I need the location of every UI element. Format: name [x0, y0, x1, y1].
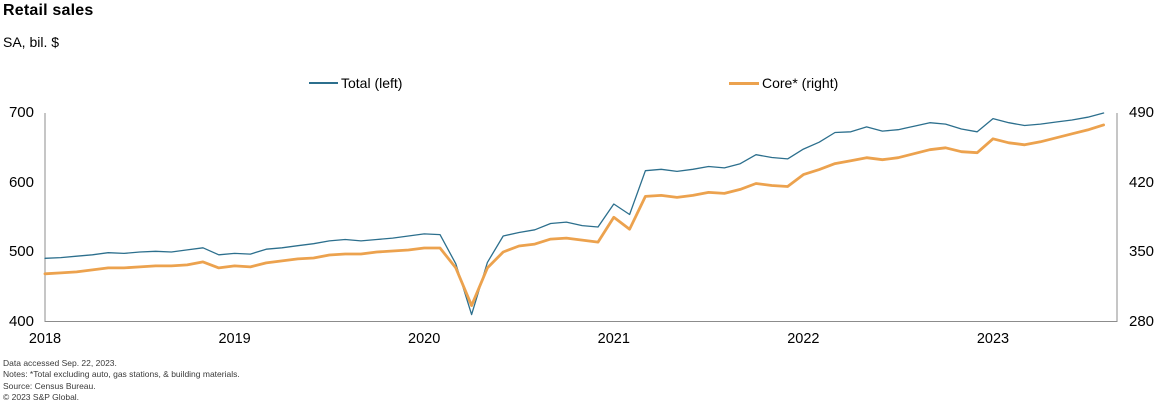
series-line-core: [43, 123, 1105, 308]
footnote-copyright: © 2023 S&P Global.: [3, 392, 80, 403]
total-line-swatch-icon: [309, 82, 338, 84]
right-axis-tick-label: 350: [1129, 243, 1155, 260]
right-axis-tick-label: 280: [1129, 312, 1155, 330]
x-axis-tick-label: 2023: [976, 331, 1010, 347]
legend-label-total: Total (left): [341, 75, 403, 91]
axis-lines: [44, 113, 1118, 322]
left-axis-tick-label: 600: [8, 173, 34, 191]
x-axis-tick-label: 2018: [28, 331, 62, 347]
x-axis-tick-label: 2021: [597, 331, 630, 347]
footnote-data-accessed: Data accessed Sep. 22, 2023.: [3, 358, 117, 368]
right-axis-tick-label: 420: [1129, 173, 1155, 191]
footnote-notes: Notes: *Total excluding auto, gas statio…: [3, 369, 240, 380]
chart-subtitle: SA, bil. $: [3, 34, 60, 50]
right-axis-tick-label: 490: [1129, 104, 1155, 121]
left-axis-tick-label: 700: [8, 104, 34, 121]
series-line-total: [44, 112, 1105, 316]
x-axis-tick-label: 2022: [787, 331, 820, 347]
left-axis-tick-label: 400: [8, 312, 34, 330]
left-axis-tick-label: 500: [8, 243, 34, 260]
legend-item-total: Total (left): [309, 74, 402, 92]
footnotes: Data accessed Sep. 22, 2023. Notes: *Tot…: [3, 358, 240, 404]
legend-label-core: Core* (right): [762, 75, 839, 91]
footnote-source: Source: Census Bureau.: [3, 380, 96, 391]
page-title: Retail sales: [3, 2, 94, 19]
x-axis-tick-label: 2020: [408, 331, 441, 347]
legend-item-core: Core* (right): [729, 74, 838, 92]
x-axis-tick-label: 2019: [218, 331, 251, 347]
core-line-swatch-icon: [729, 81, 759, 85]
